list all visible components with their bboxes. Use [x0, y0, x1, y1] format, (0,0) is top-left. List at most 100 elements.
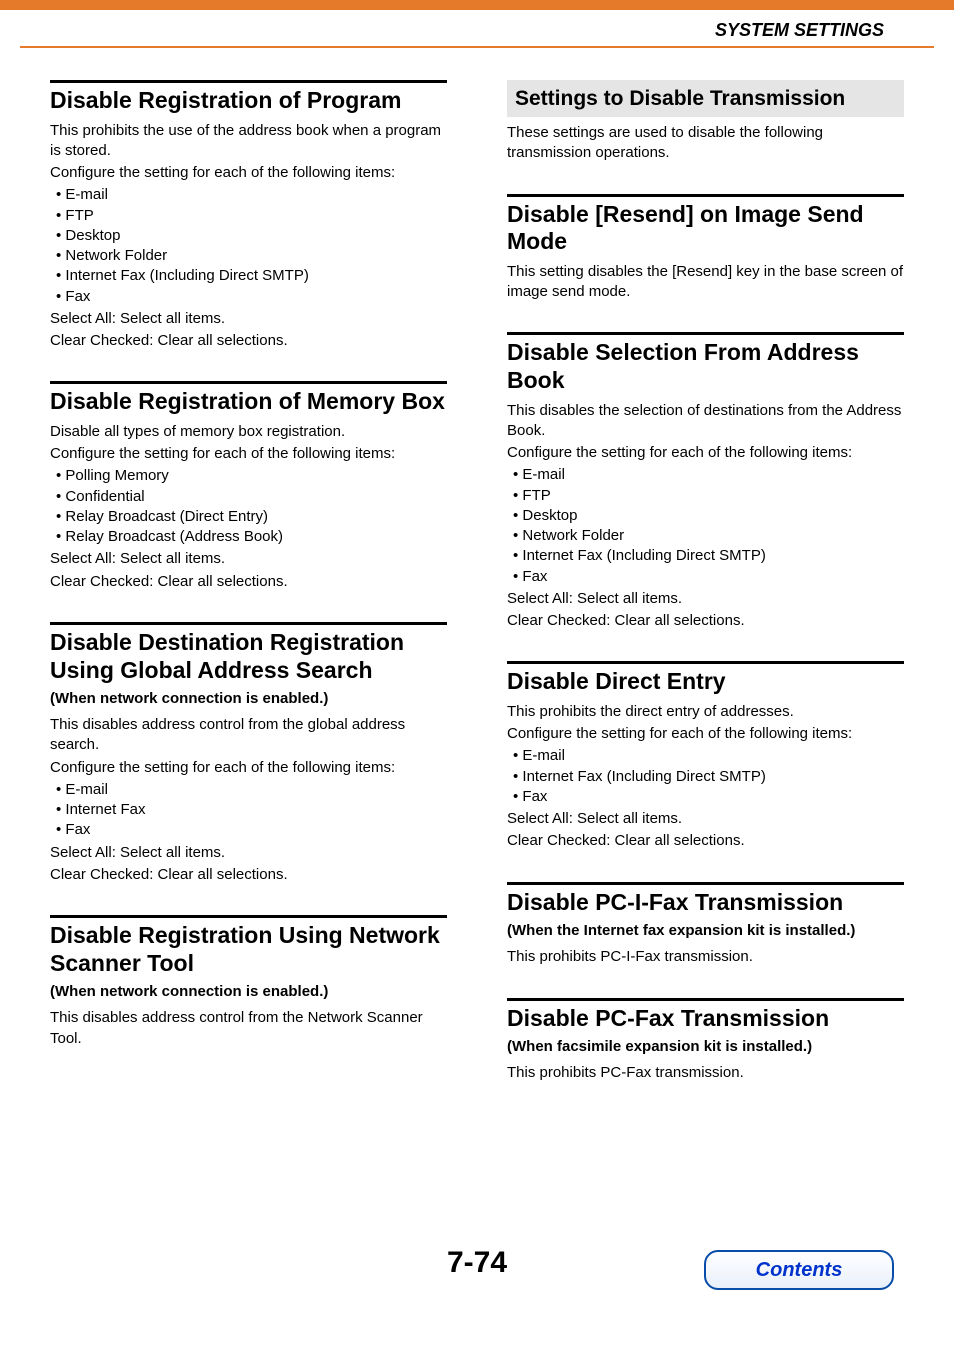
- bullet-item: E-mail: [56, 185, 447, 205]
- sec-disable-reg-network-scanner: Disable Registration Using Network Scann…: [50, 915, 447, 1049]
- section-title: Disable Direct Entry: [507, 668, 904, 696]
- bullet-item: E-mail: [513, 465, 904, 485]
- bullet-item: Fax: [56, 287, 447, 307]
- bullet-item: E-mail: [513, 746, 904, 766]
- body-para: These settings are used to disable the f…: [507, 123, 904, 164]
- sec-settings-disable-transmission: Settings to Disable Transmission These s…: [507, 80, 904, 164]
- section-rule: [507, 661, 904, 664]
- body-para: Clear Checked: Clear all selections.: [50, 572, 447, 592]
- body-para: Disable all types of memory box registra…: [50, 422, 447, 442]
- page-header: SYSTEM SETTINGS: [715, 20, 884, 41]
- body-para: This disables address control from the N…: [50, 1008, 447, 1049]
- bullet-item: Confidential: [56, 487, 447, 507]
- section-title: Disable PC-Fax Transmission: [507, 1005, 904, 1033]
- body-para: Select All: Select all items.: [507, 809, 904, 829]
- section-title: Disable Destination Registration Using G…: [50, 629, 447, 684]
- body-para: This prohibits PC-I-Fax transmission.: [507, 947, 904, 967]
- bullet-item: Polling Memory: [56, 466, 447, 486]
- section-body: This prohibits PC-Fax transmission.: [507, 1063, 904, 1083]
- section-title: Disable Registration Using Network Scann…: [50, 922, 447, 977]
- top-bar: [0, 0, 954, 10]
- section-subtitle: (When network connection is enabled.): [50, 983, 447, 1000]
- bullet-item: Internet Fax: [56, 800, 447, 820]
- body-para: Configure the setting for each of the fo…: [50, 163, 447, 183]
- body-para: Select All: Select all items.: [50, 549, 447, 569]
- body-para: This disables the selection of destinati…: [507, 401, 904, 442]
- section-rule: [50, 80, 447, 83]
- bullet-list: E-mail FTP Desktop Network Folder Intern…: [56, 185, 447, 307]
- section-title: Disable Registration of Program: [50, 87, 447, 115]
- section-body: This prohibits PC-I-Fax transmission.: [507, 947, 904, 967]
- bullet-item: Desktop: [56, 226, 447, 246]
- header-rule: [20, 46, 934, 48]
- left-column: Disable Registration of Program This pro…: [50, 80, 447, 1113]
- body-para: Clear Checked: Clear all selections.: [50, 865, 447, 885]
- body-para: Configure the setting for each of the fo…: [50, 444, 447, 464]
- bullet-item: Internet Fax (Including Direct SMTP): [513, 767, 904, 787]
- bullet-list: E-mail FTP Desktop Network Folder Intern…: [513, 465, 904, 587]
- section-rule: [50, 622, 447, 625]
- bullet-item: Relay Broadcast (Address Book): [56, 527, 447, 547]
- body-para: Select All: Select all items.: [50, 309, 447, 329]
- bullet-item: Fax: [513, 567, 904, 587]
- section-body: This prohibits the use of the address bo…: [50, 121, 447, 352]
- body-para: Clear Checked: Clear all selections.: [507, 831, 904, 851]
- section-rule: [507, 998, 904, 1001]
- section-body: This setting disables the [Resend] key i…: [507, 262, 904, 303]
- sec-disable-resend: Disable [Resend] on Image Send Mode This…: [507, 194, 904, 303]
- shaded-heading: Settings to Disable Transmission: [507, 80, 904, 117]
- bullet-item: E-mail: [56, 780, 447, 800]
- section-title: Disable Selection From Address Book: [507, 339, 904, 394]
- section-rule: [507, 882, 904, 885]
- sec-disable-dest-global-search: Disable Destination Registration Using G…: [50, 622, 447, 885]
- section-body: This disables address control from the N…: [50, 1008, 447, 1049]
- bullet-item: Network Folder: [56, 246, 447, 266]
- right-column: Settings to Disable Transmission These s…: [507, 80, 904, 1113]
- section-rule: [507, 194, 904, 197]
- sec-disable-direct-entry: Disable Direct Entry This prohibits the …: [507, 661, 904, 851]
- body-para: Clear Checked: Clear all selections.: [50, 331, 447, 351]
- sec-disable-reg-memory-box: Disable Registration of Memory Box Disab…: [50, 381, 447, 592]
- body-para: Configure the setting for each of the fo…: [50, 758, 447, 778]
- sec-disable-selection-address-book: Disable Selection From Address Book This…: [507, 332, 904, 631]
- bullet-item: Internet Fax (Including Direct SMTP): [513, 546, 904, 566]
- section-body: This disables the selection of destinati…: [507, 401, 904, 632]
- body-para: Configure the setting for each of the fo…: [507, 443, 904, 463]
- bullet-item: Relay Broadcast (Direct Entry): [56, 507, 447, 527]
- bullet-item: Network Folder: [513, 526, 904, 546]
- bullet-list: Polling Memory Confidential Relay Broadc…: [56, 466, 447, 547]
- bullet-list: E-mail Internet Fax Fax: [56, 780, 447, 841]
- body-para: This setting disables the [Resend] key i…: [507, 262, 904, 303]
- contents-button[interactable]: Contents: [704, 1250, 894, 1290]
- body-para: This prohibits the direct entry of addre…: [507, 702, 904, 722]
- section-subtitle: (When facsimile expansion kit is install…: [507, 1038, 904, 1055]
- section-title: Disable [Resend] on Image Send Mode: [507, 201, 904, 256]
- sec-disable-pc-fax: Disable PC-Fax Transmission (When facsim…: [507, 998, 904, 1084]
- section-rule: [50, 381, 447, 384]
- section-body: Disable all types of memory box registra…: [50, 422, 447, 592]
- bullet-item: Desktop: [513, 506, 904, 526]
- section-subtitle: (When network connection is enabled.): [50, 690, 447, 707]
- section-rule: [507, 332, 904, 335]
- body-para: This disables address control from the g…: [50, 715, 447, 756]
- section-subtitle: (When the Internet fax expansion kit is …: [507, 922, 904, 939]
- sec-disable-reg-program: Disable Registration of Program This pro…: [50, 80, 447, 351]
- body-para: Select All: Select all items.: [507, 589, 904, 609]
- body-para: Select All: Select all items.: [50, 843, 447, 863]
- body-para: Configure the setting for each of the fo…: [507, 724, 904, 744]
- section-body: This disables address control from the g…: [50, 715, 447, 885]
- section-body: This prohibits the direct entry of addre…: [507, 702, 904, 852]
- content-columns: Disable Registration of Program This pro…: [50, 80, 904, 1113]
- section-title: Disable PC-I-Fax Transmission: [507, 889, 904, 917]
- body-para: This prohibits the use of the address bo…: [50, 121, 447, 162]
- bullet-item: FTP: [513, 486, 904, 506]
- bullet-list: E-mail Internet Fax (Including Direct SM…: [513, 746, 904, 807]
- body-para: Clear Checked: Clear all selections.: [507, 611, 904, 631]
- bullet-item: FTP: [56, 206, 447, 226]
- sec-disable-pc-i-fax: Disable PC-I-Fax Transmission (When the …: [507, 882, 904, 968]
- section-title: Disable Registration of Memory Box: [50, 388, 447, 416]
- bullet-item: Internet Fax (Including Direct SMTP): [56, 266, 447, 286]
- bullet-item: Fax: [56, 820, 447, 840]
- section-body: These settings are used to disable the f…: [507, 123, 904, 164]
- bullet-item: Fax: [513, 787, 904, 807]
